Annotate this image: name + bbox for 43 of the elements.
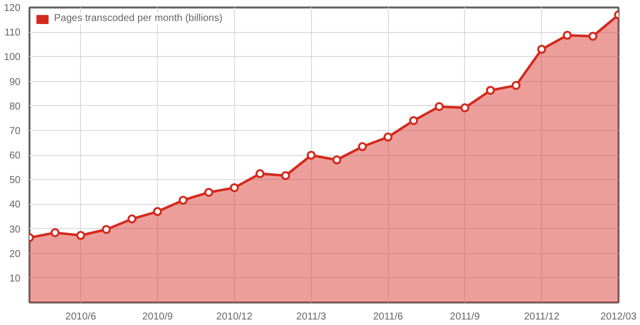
point: [230, 183, 239, 192]
point: [50, 228, 60, 238]
x-tick-label: 2011/3: [296, 312, 327, 322]
point: [204, 188, 214, 197]
y-tick-label: 40: [9, 200, 21, 211]
y-tick-label: 30: [9, 224, 21, 236]
point: [434, 102, 444, 112]
point: [255, 169, 264, 178]
y-tick-label: 90: [9, 76, 21, 88]
point: [358, 142, 367, 152]
x-tick-label: 2011/9: [450, 312, 480, 322]
point: [76, 230, 86, 240]
y-tick-label: 80: [9, 101, 21, 112]
x-tick-label: 2011/6: [373, 312, 404, 322]
point: [460, 103, 470, 112]
x-tick-label: 2011/12: [524, 312, 560, 322]
y-tick-label: 110: [4, 28, 21, 39]
point: [306, 150, 316, 160]
legend-label: Pages transcoded per month (billions): [54, 13, 222, 24]
point: [562, 30, 572, 40]
y-tick-label: 60: [9, 150, 21, 162]
y-tick-label: 70: [9, 126, 21, 137]
y-tick-label: 50: [9, 175, 21, 186]
point: [409, 116, 418, 126]
y-tick-label: 20: [9, 248, 21, 260]
point: [537, 44, 546, 54]
x-tick-label: 2010/6: [65, 312, 96, 322]
point: [281, 171, 290, 180]
point: [588, 32, 598, 41]
x-tick-label: 2012/03: [600, 312, 638, 322]
y-tick-label: 10: [9, 273, 21, 284]
point: [512, 80, 521, 90]
y-tick-label: 120: [4, 3, 21, 14]
point: [153, 207, 162, 216]
y-tick-label: 100: [4, 52, 21, 64]
point: [178, 196, 188, 205]
x-tick-label: 2010/12: [216, 312, 253, 322]
point: [127, 214, 136, 224]
x-tick-label: 2010/9: [142, 312, 174, 322]
point: [102, 224, 111, 234]
point: [332, 155, 342, 164]
point: [384, 132, 393, 142]
point: [486, 86, 495, 95]
